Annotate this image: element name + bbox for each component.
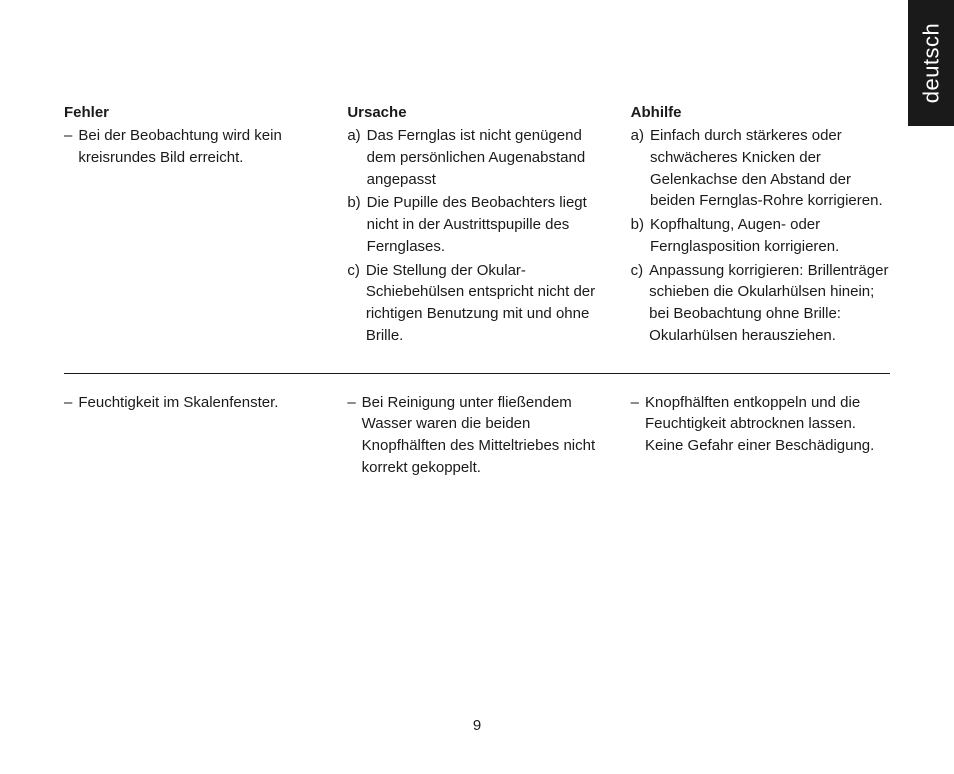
list-text: Knopfhälften entkoppeln und die Feuchtig… bbox=[645, 392, 890, 457]
list-text: Einfach durch stärkeres oder schwächeres… bbox=[650, 125, 890, 212]
list-text: Anpassung korrigieren: Brillenträger sch… bbox=[649, 260, 890, 347]
list-item: a) Einfach durch stärkeres oder schwäche… bbox=[631, 125, 890, 212]
list-text: Die Pupille des Beobachters liegt nicht … bbox=[367, 192, 607, 257]
list-text: Kopfhaltung, Augen- oder Fernglaspositio… bbox=[650, 214, 890, 258]
list-item: a) Das Fernglas ist nicht genügend dem p… bbox=[347, 125, 606, 190]
list-item: – Bei Reinigung unter fließendem Wasser … bbox=[347, 392, 606, 479]
list-marker: c) bbox=[631, 260, 650, 347]
col-abhilfe: Abhilfe a) Einfach durch stärkeres oder … bbox=[631, 104, 890, 349]
col-fehler: Fehler – Bei der Beobachtung wird kein k… bbox=[64, 104, 323, 349]
col-fehler-2: – Feuchtigkeit im Skalenfenster. bbox=[64, 392, 323, 481]
list-marker: – bbox=[64, 392, 78, 414]
list-text: Bei Reinigung unter fließendem Wasser wa… bbox=[362, 392, 607, 479]
col-ursache-2: – Bei Reinigung unter fließendem Wasser … bbox=[347, 392, 606, 481]
list-marker: c) bbox=[347, 260, 366, 347]
heading-fehler: Fehler bbox=[64, 104, 323, 121]
language-tab: deutsch bbox=[908, 0, 954, 126]
list-item: – Bei der Beobachtung wird kein kreisrun… bbox=[64, 125, 323, 169]
list-marker: b) bbox=[347, 192, 366, 257]
list-item: – Feuchtigkeit im Skalenfenster. bbox=[64, 392, 323, 414]
list-item: b) Die Pupille des Beobachters liegt nic… bbox=[347, 192, 606, 257]
list-item: c) Anpassung korrigieren: Brillenträger … bbox=[631, 260, 890, 347]
heading-abhilfe: Abhilfe bbox=[631, 104, 890, 121]
section-1-columns: Fehler – Bei der Beobachtung wird kein k… bbox=[64, 104, 890, 349]
list-text: Die Stellung der Okular-Schiebehülsen en… bbox=[366, 260, 607, 347]
page-number: 9 bbox=[0, 717, 954, 734]
section-2-columns: – Feuchtigkeit im Skalenfenster. – Bei R… bbox=[64, 392, 890, 481]
list-text: Das Fernglas ist nicht genügend dem pers… bbox=[367, 125, 607, 190]
heading-ursache: Ursache bbox=[347, 104, 606, 121]
section-divider bbox=[64, 373, 890, 374]
list-text: Bei der Beobachtung wird kein kreisrunde… bbox=[78, 125, 323, 169]
list-item: – Knopfhälften entkoppeln und die Feucht… bbox=[631, 392, 890, 457]
page-content: Fehler – Bei der Beobachtung wird kein k… bbox=[0, 0, 954, 481]
list-text: Feuchtigkeit im Skalenfenster. bbox=[78, 392, 323, 414]
list-marker: – bbox=[347, 392, 361, 479]
list-marker: a) bbox=[631, 125, 650, 212]
list-marker: a) bbox=[347, 125, 366, 190]
col-abhilfe-2: – Knopfhälften entkoppeln und die Feucht… bbox=[631, 392, 890, 481]
language-label: deutsch bbox=[918, 23, 944, 104]
list-marker: b) bbox=[631, 214, 650, 258]
list-marker: – bbox=[631, 392, 645, 457]
list-item: b) Kopfhaltung, Augen- oder Fernglasposi… bbox=[631, 214, 890, 258]
list-item: c) Die Stellung der Okular-Schiebehülsen… bbox=[347, 260, 606, 347]
list-marker: – bbox=[64, 125, 78, 169]
col-ursache: Ursache a) Das Fernglas ist nicht genüge… bbox=[347, 104, 606, 349]
